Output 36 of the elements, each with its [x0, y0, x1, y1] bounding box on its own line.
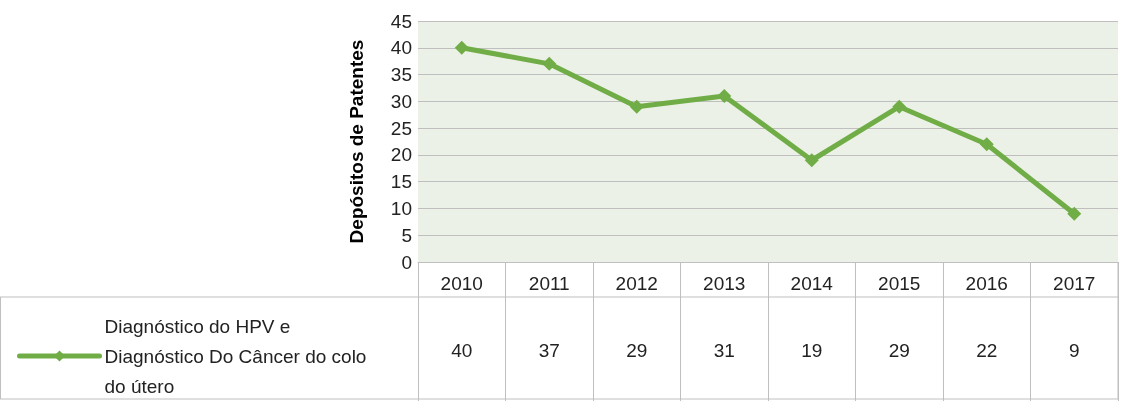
point	[542, 56, 557, 71]
data-label: 22	[976, 339, 998, 361]
x-tick-label: 2014	[790, 273, 834, 294]
y-tick-label: 20	[390, 144, 412, 166]
point	[717, 88, 732, 103]
data-label: 9	[1068, 339, 1080, 361]
y-tick-label: 30	[390, 90, 412, 112]
y-axis-title: Depósitos de Patentes	[346, 39, 367, 244]
x-tick-label: 2017	[1053, 273, 1096, 294]
point	[892, 99, 907, 114]
data-label: 19	[801, 339, 823, 361]
point	[454, 40, 469, 55]
y-tick-label: 10	[390, 197, 412, 219]
point	[1067, 206, 1082, 221]
point	[804, 153, 819, 168]
x-tick-label: 2011	[528, 273, 570, 294]
y-tick-label: 35	[390, 64, 412, 86]
y-tick-label: 25	[390, 117, 412, 139]
x-tick-label: 2010	[440, 273, 483, 294]
data-label: 29	[626, 339, 648, 361]
x-tick-label: 2015	[878, 273, 921, 294]
data-label: 29	[888, 339, 910, 361]
y-tick-label: 40	[390, 37, 412, 59]
data-label: 31	[713, 339, 735, 361]
x-tick-label: 2016	[965, 273, 1008, 294]
y-tick-label: 0	[401, 251, 412, 273]
point	[979, 137, 994, 152]
x-tick-label: 2012	[615, 273, 658, 294]
x-tick-label: 2013	[703, 273, 746, 294]
y-tick-label: 15	[390, 171, 412, 193]
data-label: 40	[451, 339, 473, 361]
data-label: 37	[538, 339, 560, 361]
point	[629, 99, 644, 114]
y-tick-label: 5	[401, 224, 412, 246]
legend-label: Diagnóstico do HPV e Diagnóstico Do Câncer do colo do útero	[104, 315, 372, 397]
y-tick-label: 45	[390, 10, 412, 32]
